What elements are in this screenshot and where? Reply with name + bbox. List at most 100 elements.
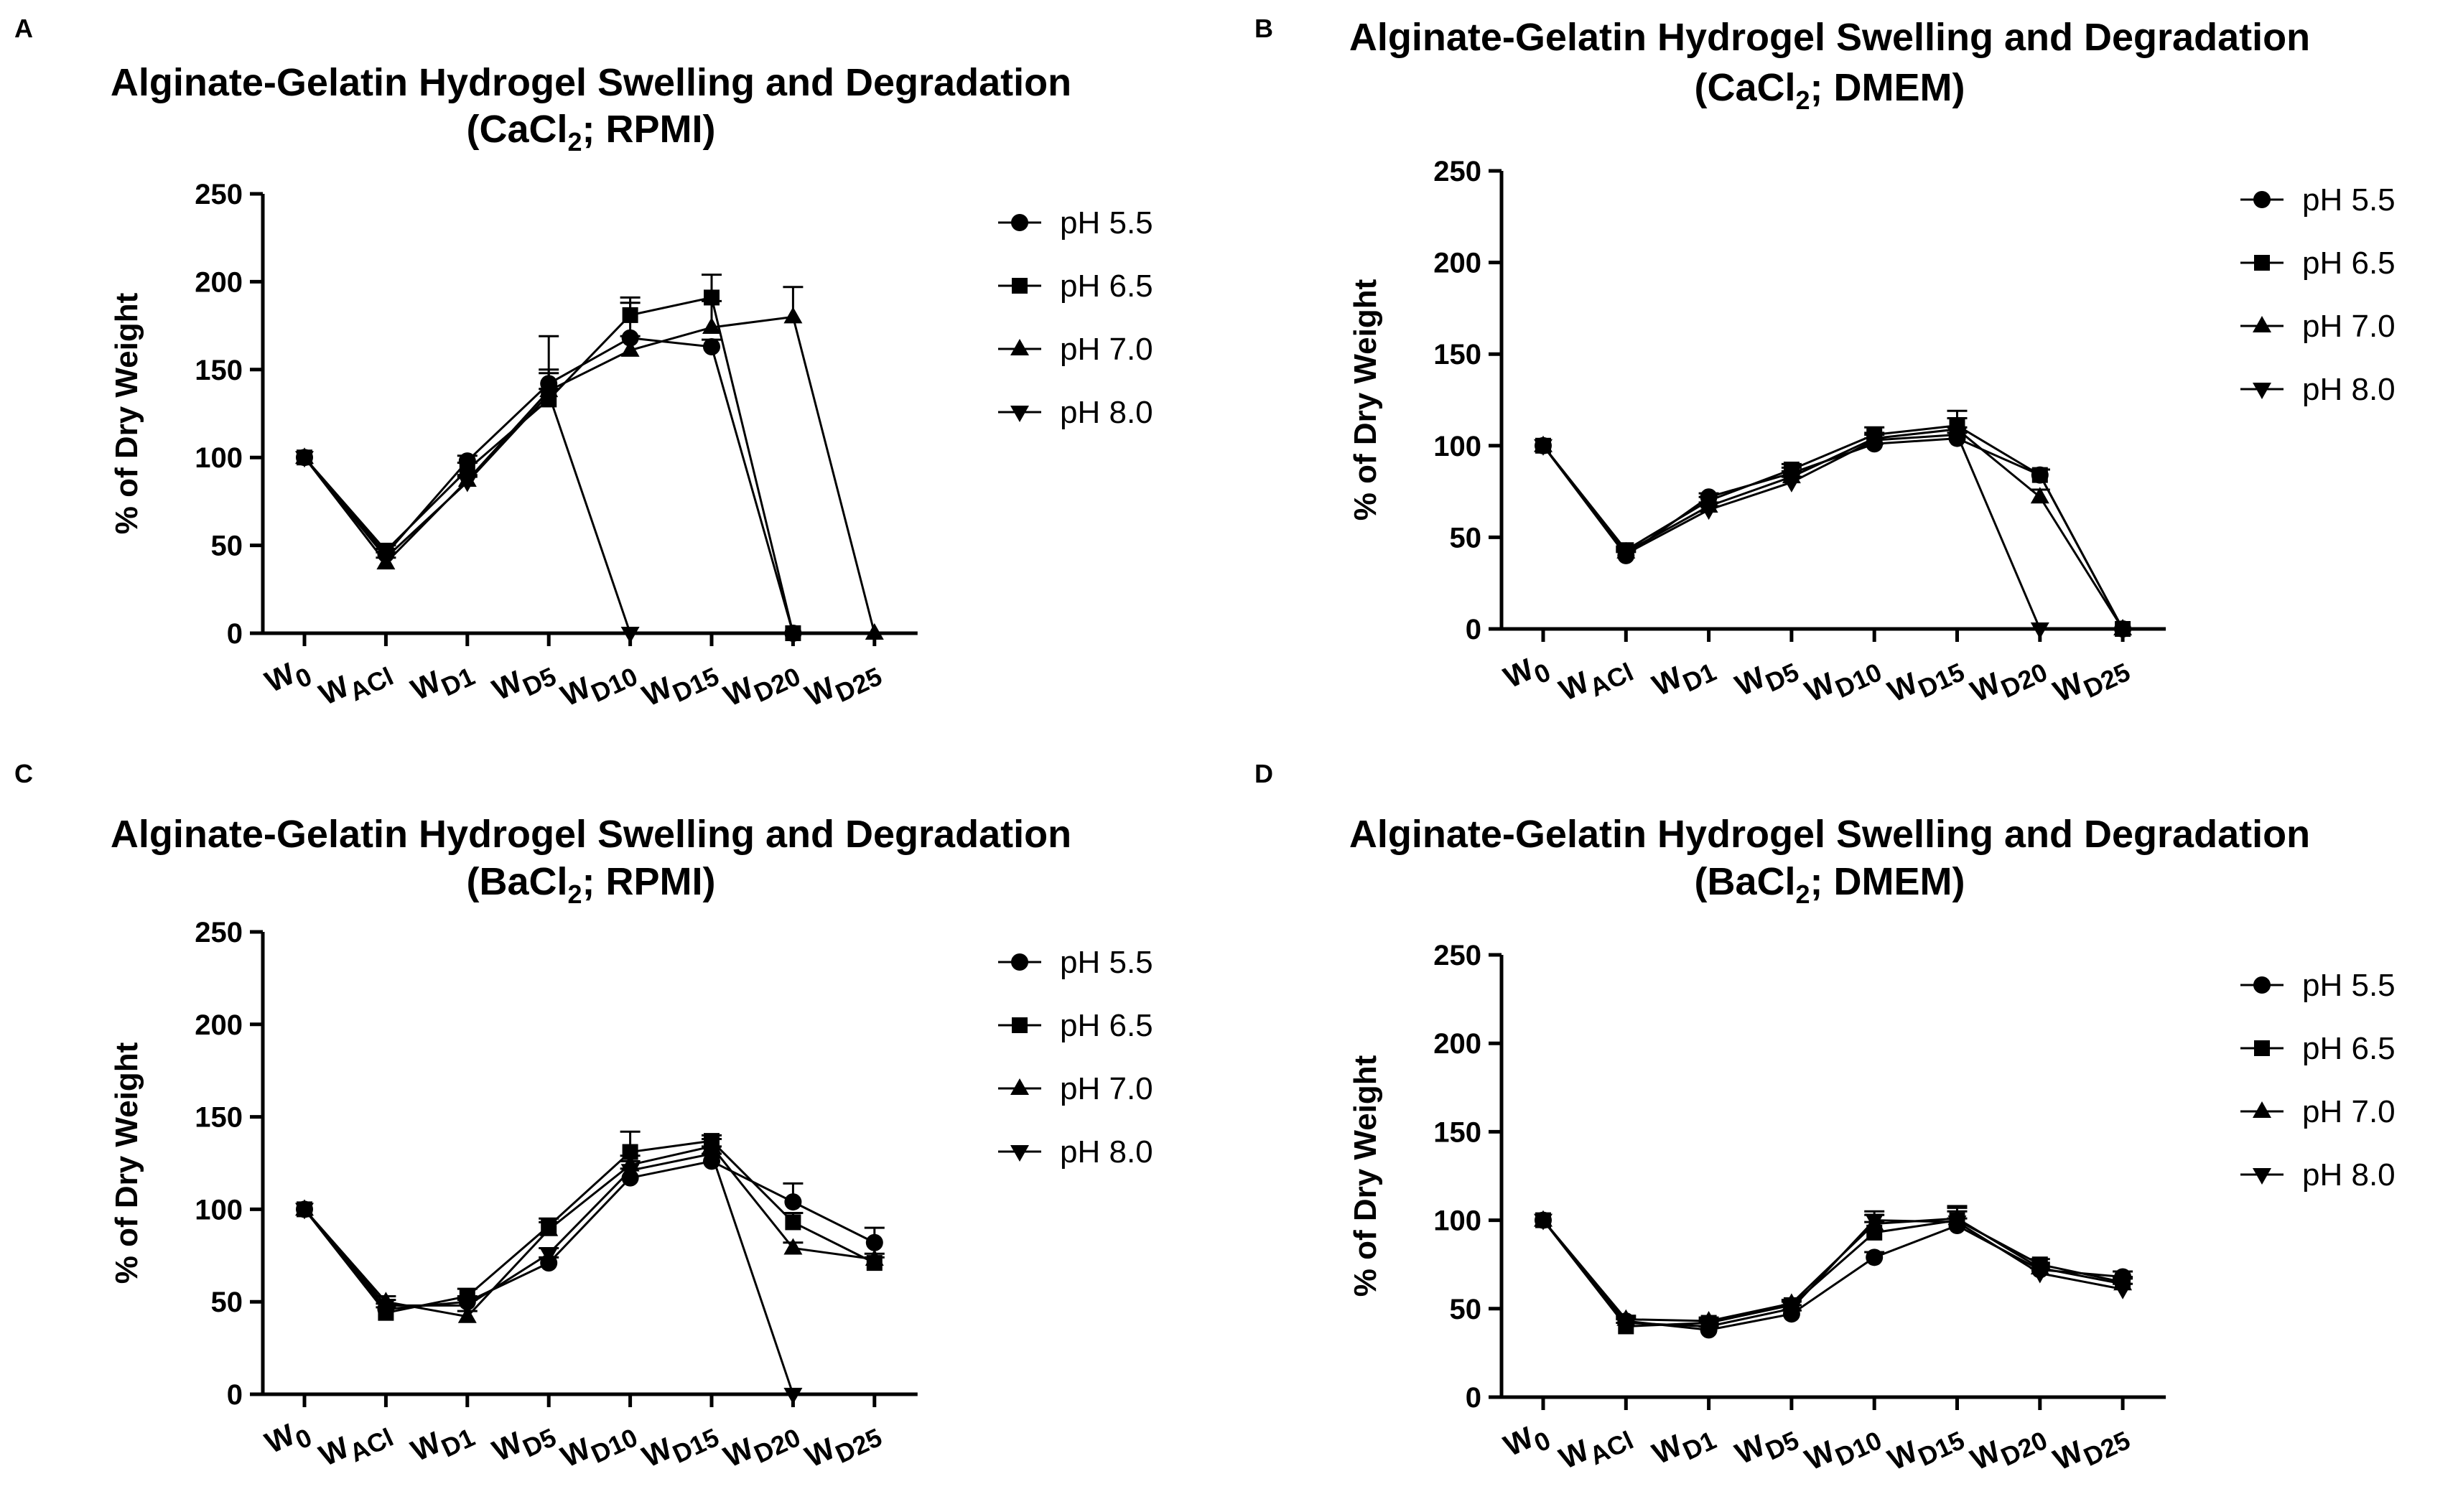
data-point xyxy=(1866,1249,1884,1266)
data-point xyxy=(459,462,475,478)
x-tick-label-base: W xyxy=(1554,665,1594,708)
legend-marker xyxy=(1012,278,1028,294)
y-tick-label: 250 xyxy=(195,917,243,948)
data-point xyxy=(539,1247,559,1264)
y-axis-title: % of Dry Weight xyxy=(1348,1055,1383,1297)
x-tick-label-base: W xyxy=(1883,666,1923,709)
legend-label: pH 5.5 xyxy=(2302,968,2396,1003)
data-point xyxy=(539,388,559,405)
y-tick-label: 150 xyxy=(195,355,243,386)
series-ph-80 xyxy=(295,335,640,643)
legend-label: pH 8.0 xyxy=(2302,372,2396,407)
x-tick-label-base: W xyxy=(1730,1428,1770,1471)
data-point xyxy=(2113,619,2133,635)
y-tick-label: 100 xyxy=(1433,431,1481,462)
data-point xyxy=(620,340,640,357)
legend-marker xyxy=(1010,1078,1029,1095)
x-tick-label: WD25 xyxy=(2048,646,2134,716)
chart-title: Alginate-Gelatin Hydrogel Swelling and D… xyxy=(1349,813,2310,856)
chart-subtitle-pre: (CaCl xyxy=(466,108,567,151)
y-tick-label: 0 xyxy=(1466,614,1481,645)
series-line xyxy=(1542,1219,2123,1327)
x-tick-label-base: W xyxy=(800,1431,840,1474)
x-tick-label-base: W xyxy=(260,656,300,699)
x-tick-label-base: W xyxy=(800,670,840,713)
x-tick-label: WD20 xyxy=(719,1411,805,1481)
legend-marker xyxy=(2253,316,2271,332)
data-point xyxy=(620,1164,640,1181)
chart-subtitle-pre: (BaCl xyxy=(1695,860,1796,903)
x-tick-label: WD1 xyxy=(406,650,479,714)
series-ph-55 xyxy=(296,1152,885,1318)
x-tick-label: WD25 xyxy=(800,650,886,720)
x-tick-label: WD5 xyxy=(1730,646,1803,710)
x-tick-label: WD15 xyxy=(637,1411,723,1481)
data-point xyxy=(865,623,884,640)
x-tick-label: WD15 xyxy=(1883,646,1969,716)
y-tick-label: 150 xyxy=(1433,1116,1481,1148)
x-tick-label: WD20 xyxy=(719,650,805,720)
y-tick-label: 200 xyxy=(195,1009,243,1041)
y-tick-label: 100 xyxy=(195,442,243,474)
y-tick-label: 150 xyxy=(195,1102,243,1134)
x-tick-label-base: W xyxy=(1800,1434,1840,1477)
legend-item: pH 6.5 xyxy=(998,1008,1153,1043)
y-tick-label: 250 xyxy=(1433,940,1481,971)
x-tick-label-base: W xyxy=(719,1431,759,1474)
x-tick-label: W0 xyxy=(1499,646,1555,702)
data-point xyxy=(295,1203,314,1220)
series-ph-70 xyxy=(1534,417,2133,635)
x-tick-label-base: W xyxy=(1554,1433,1594,1476)
data-point xyxy=(1534,1213,1552,1231)
x-tick-label: W0 xyxy=(1499,1414,1555,1470)
legend-item: pH 7.0 xyxy=(998,332,1153,367)
x-tick-label: W0 xyxy=(260,650,317,706)
legend-marker xyxy=(1010,406,1029,422)
legend-item: pH 7.0 xyxy=(998,1071,1153,1106)
data-point xyxy=(376,551,396,568)
x-tick-label-base: W xyxy=(260,1417,300,1460)
chart-subtitle-sub: 2 xyxy=(1796,879,1810,909)
legend-label: pH 7.0 xyxy=(2302,309,2396,344)
series-line xyxy=(303,315,876,634)
x-tick-label-base: W xyxy=(487,664,527,707)
data-point xyxy=(457,475,477,493)
data-point xyxy=(539,1219,559,1236)
legend-item: pH 6.5 xyxy=(2240,1031,2396,1066)
x-tick-label-base: W xyxy=(1965,666,2006,709)
y-axis-title: % of Dry Weight xyxy=(109,292,144,534)
x-tick-label-base: W xyxy=(406,664,446,707)
y-tick-label: 200 xyxy=(1433,248,1481,279)
y-tick-label: 50 xyxy=(211,531,243,562)
legend-label: pH 7.0 xyxy=(2302,1094,2396,1129)
legend-item: pH 6.5 xyxy=(998,269,1153,304)
legend-marker xyxy=(1011,214,1028,231)
legend-marker xyxy=(1010,339,1029,355)
data-point xyxy=(1616,547,1636,564)
y-tick-label: 50 xyxy=(211,1287,243,1318)
x-tick-label: WD20 xyxy=(1965,1414,2052,1484)
data-point xyxy=(1616,1316,1636,1333)
data-point xyxy=(622,307,638,323)
data-point xyxy=(702,317,721,335)
x-tick-label-base: W xyxy=(1800,666,1840,709)
legend-item: pH 7.0 xyxy=(2240,1094,2396,1129)
legend-item: pH 5.5 xyxy=(2240,182,2396,218)
x-tick-label-base: W xyxy=(314,1430,354,1473)
x-tick-label-base: W xyxy=(1965,1434,2006,1477)
x-tick-label: WACl xyxy=(314,1411,398,1480)
legend-item: pH 8.0 xyxy=(998,1134,1153,1170)
series-line xyxy=(1542,437,2124,630)
legend-item: pH 8.0 xyxy=(2240,372,2396,407)
data-point xyxy=(1699,503,1718,521)
data-point xyxy=(783,1238,803,1255)
data-point xyxy=(1782,1302,1801,1319)
panel-letter: A xyxy=(14,14,33,43)
legend-marker xyxy=(2253,1168,2271,1185)
panel-letter: B xyxy=(1254,14,1273,43)
data-point xyxy=(865,1233,883,1251)
legend-label: pH 8.0 xyxy=(1060,395,1153,430)
data-point xyxy=(376,1299,396,1316)
data-point xyxy=(1865,1213,1884,1231)
series-ph-80 xyxy=(295,1145,803,1404)
